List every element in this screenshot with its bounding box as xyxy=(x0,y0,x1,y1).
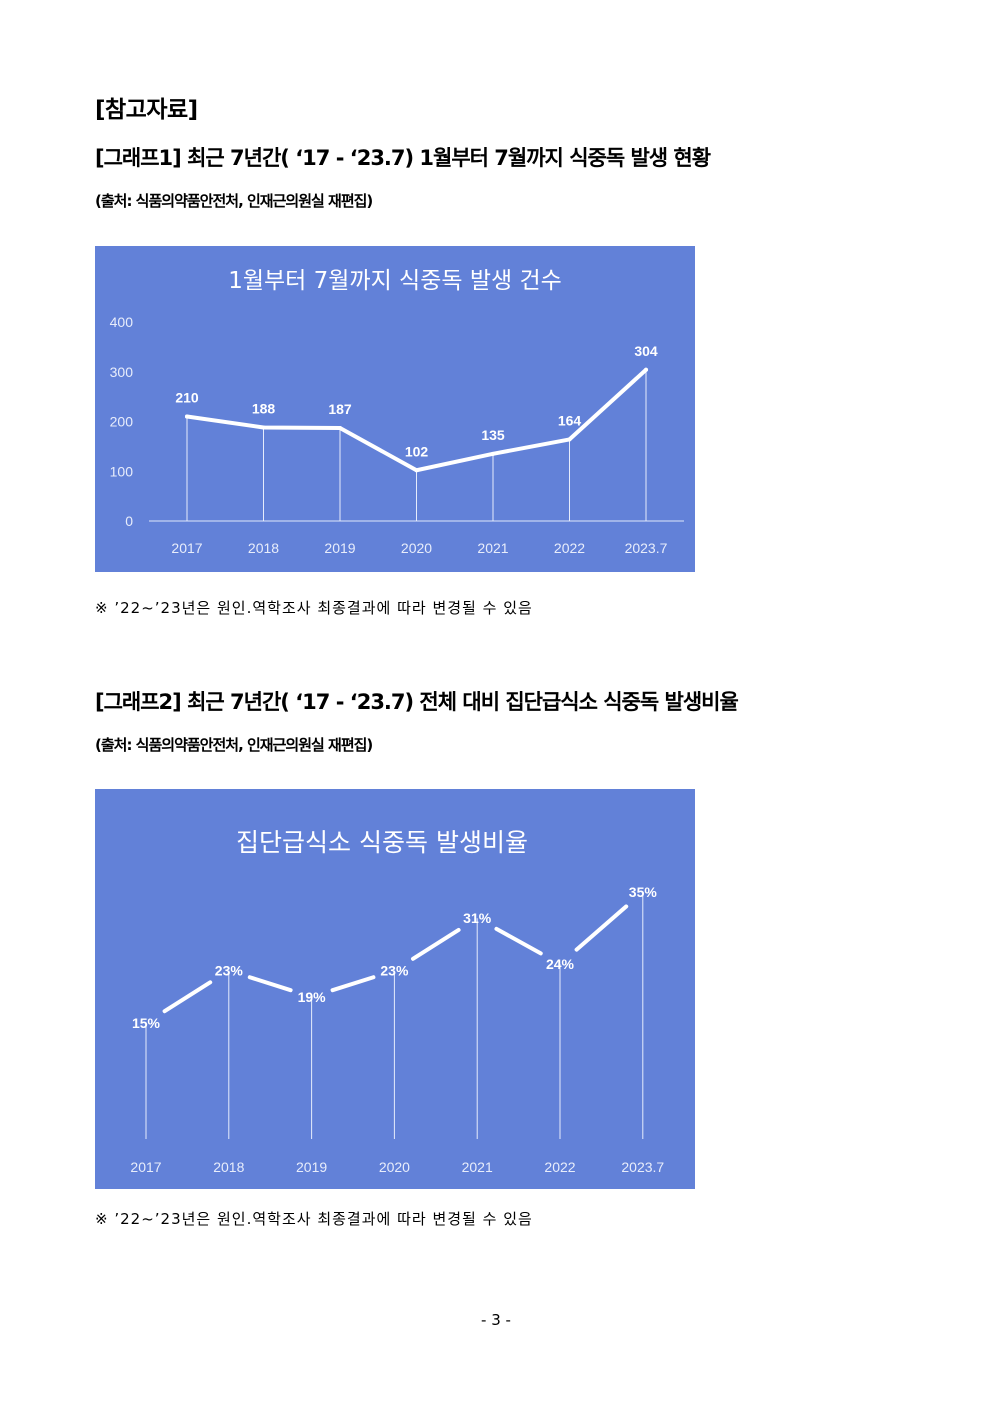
chart1-data-label: 210 xyxy=(175,390,199,406)
chart2-data-label: 31% xyxy=(463,910,492,926)
section-title: [참고자료] xyxy=(95,97,198,123)
chart2-x-tick: 2020 xyxy=(379,1159,410,1175)
chart2-series-segment xyxy=(410,927,461,961)
chart1-container: 1월부터 7월까지 식중독 발생 건수 0 100 200 300 400 210 188 1… xyxy=(95,246,695,572)
chart2-title: 집단급식소 식중독 발생비율 xyxy=(236,828,528,857)
chart1-data-point xyxy=(644,367,648,372)
chart2-series-segment xyxy=(162,980,213,1014)
chart1-data-point xyxy=(491,451,495,456)
chart1-data-point xyxy=(261,425,266,430)
chart1-data-point xyxy=(414,468,419,473)
chart1-y-tick: 400 xyxy=(110,314,134,330)
chart2-x-tick: 2017 xyxy=(130,1159,161,1175)
chart2-x-tick: 2022 xyxy=(544,1159,575,1175)
chart1-x-tick: 2021 xyxy=(477,540,508,556)
chart2-x-tick: 2018 xyxy=(213,1159,244,1175)
chart1-data-label: 164 xyxy=(558,412,582,428)
chart1-y-tick: 200 xyxy=(110,414,134,430)
graph2-source: (출처: 식품의약품안전처, 인재근의원실 재편집) xyxy=(95,736,373,754)
chart1-x-tick: 2017 xyxy=(171,540,202,556)
chart1-data-label: 187 xyxy=(328,401,352,417)
chart2-data-label: 23% xyxy=(380,963,409,979)
chart2-data-label: 15% xyxy=(132,1015,161,1031)
chart1-x-tick: 2019 xyxy=(324,540,355,556)
chart1-data-label: 135 xyxy=(481,427,505,443)
chart1-x-tick: 2018 xyxy=(248,540,279,556)
chart1-title: 1월부터 7월까지 식중독 발생 건수 xyxy=(228,268,562,294)
chart1-x-tick: 2023.7 xyxy=(625,540,668,556)
graph2-note: ※ ’22~’23년은 원인.역학조사 최종결과에 따라 변경될 수 있음 xyxy=(95,1210,533,1228)
chart1-y-tick: 300 xyxy=(110,364,134,380)
page-number: - 3 - xyxy=(481,1311,511,1329)
chart2-x-tick: 2021 xyxy=(462,1159,493,1175)
chart2-container: 집단급식소 식중독 발생비율 15% 23% 19% 23% 31% 24% 35% 2017… xyxy=(95,789,695,1189)
chart1-data-point xyxy=(338,425,342,430)
chart2-series-segment xyxy=(330,975,376,993)
graph1-heading: [그래프1] 최근 7년간( ‘17 - ‘23.7) 1월부터 7월까지 식중… xyxy=(95,146,711,170)
chart1-data-point xyxy=(567,437,572,442)
chart2-x-tick: 2019 xyxy=(296,1159,327,1175)
chart1-data-label: 188 xyxy=(252,400,276,416)
graph1-source: (출처: 식품의약품안전처, 인재근의원실 재편집) xyxy=(95,192,373,210)
chart2-series-segment xyxy=(494,926,543,956)
chart2-data-label: 23% xyxy=(215,963,244,979)
chart1-y-tick: 100 xyxy=(110,463,134,479)
chart2-data-label: 19% xyxy=(298,989,327,1005)
chart2-x-tick: 2023.7 xyxy=(621,1159,664,1175)
graph2-heading: [그래프2] 최근 7년간( ‘17 - ‘23.7) 전체 대비 집단급식소 … xyxy=(95,690,739,714)
chart1-data-point xyxy=(185,414,189,419)
chart2-series-segment xyxy=(247,975,293,993)
chart1-data-label: 102 xyxy=(405,443,429,459)
chart1-x-tick: 2020 xyxy=(401,540,432,556)
chart2-svg: 집단급식소 식중독 발생비율 15% 23% 19% 23% 31% 24% 35% 2017… xyxy=(130,828,664,1175)
chart1-x-tick: 2022 xyxy=(554,540,585,556)
chart2-series-segment xyxy=(574,904,629,952)
graph1-note: ※ ’22~’23년은 원인.역학조사 최종결과에 따라 변경될 수 있음 xyxy=(95,599,533,617)
chart2-data-label: 24% xyxy=(546,956,575,972)
chart1-y-tick: 0 xyxy=(125,513,133,529)
chart2-data-label: 35% xyxy=(629,884,658,900)
chart1-svg: 1월부터 7월까지 식중독 발생 건수 0 100 200 300 400 210 188 1… xyxy=(110,268,684,556)
chart1-data-label: 304 xyxy=(634,343,658,359)
